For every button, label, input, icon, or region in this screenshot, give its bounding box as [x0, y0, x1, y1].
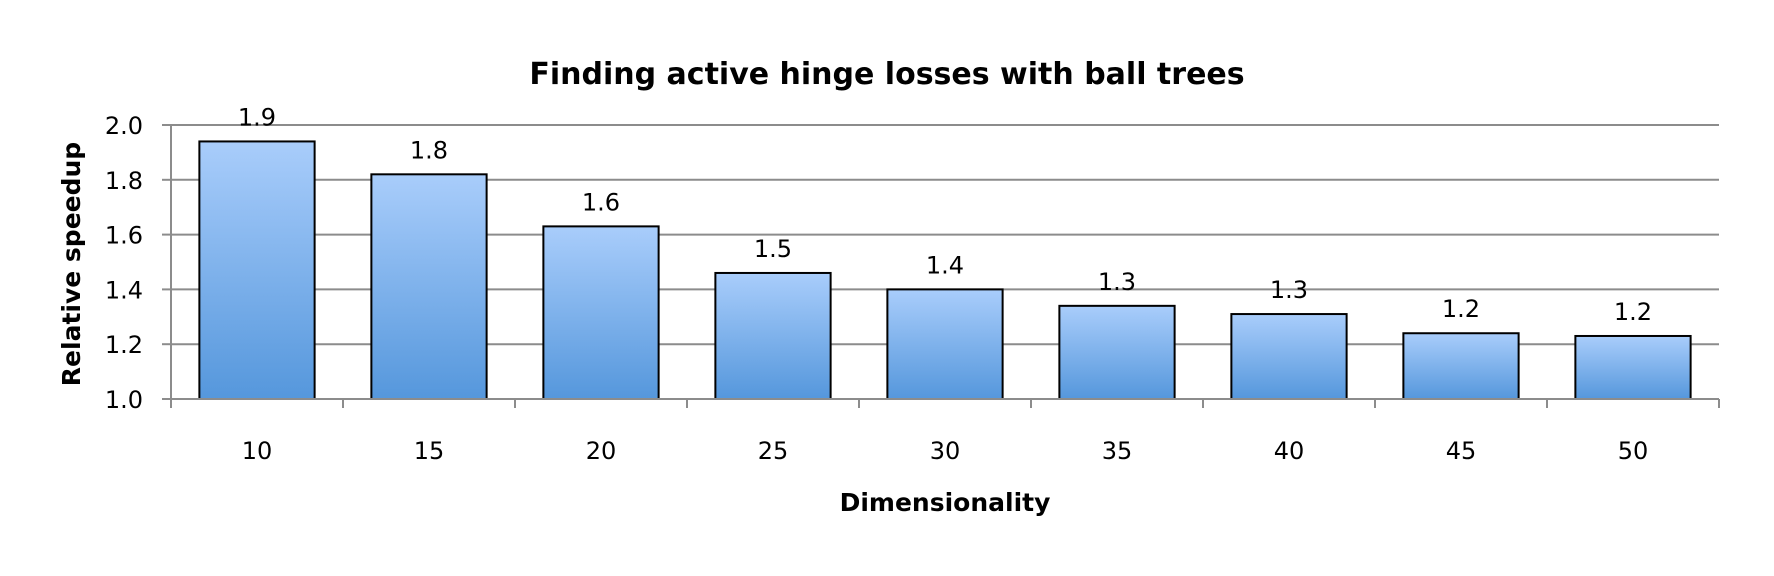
y-axis-title: Relative speedup — [57, 142, 86, 386]
x-tick-label: 40 — [1274, 437, 1305, 465]
bar — [886, 288, 1004, 400]
data-labels: 1.9 1.8 1.6 1.5 1.4 1.3 1.3 1.2 1.2 — [238, 103, 1652, 326]
x-tick-label: 10 — [242, 437, 273, 465]
bar-data-label: 1.8 — [410, 136, 448, 164]
bar-data-label: 1.3 — [1270, 276, 1308, 304]
bar-data-label: 1.9 — [238, 103, 276, 131]
x-tick-label: 20 — [586, 437, 617, 465]
x-tick-label: 50 — [1618, 437, 1649, 465]
chart-title: Finding active hinge losses with ball tr… — [529, 57, 1244, 92]
y-tick-label: 1.6 — [105, 222, 143, 250]
y-axis-ticks: 1.0 1.2 1.4 1.6 1.8 2.0 — [105, 112, 172, 414]
bars — [198, 140, 1692, 401]
y-tick-label: 1.0 — [105, 386, 143, 414]
bar-data-label: 1.2 — [1614, 298, 1652, 326]
y-tick-label: 1.8 — [105, 167, 143, 195]
bar — [1574, 334, 1692, 401]
bar — [1058, 304, 1176, 400]
x-tick-label: 15 — [414, 437, 445, 465]
bar — [542, 225, 660, 400]
bar — [198, 140, 316, 400]
bar-data-label: 1.4 — [926, 251, 964, 279]
y-tick-label: 1.2 — [105, 331, 143, 359]
bar-data-label: 1.3 — [1098, 268, 1136, 296]
x-tick-label: 25 — [758, 437, 789, 465]
bar — [1230, 313, 1348, 400]
bar — [1402, 332, 1520, 400]
x-axis-title: Dimensionality — [840, 488, 1051, 517]
y-tick-label: 1.4 — [105, 276, 143, 304]
x-tick-label: 45 — [1446, 437, 1477, 465]
bar-data-label: 1.2 — [1442, 295, 1480, 323]
y-tick-label: 2.0 — [105, 112, 143, 140]
bar — [714, 271, 832, 400]
bar — [370, 173, 488, 400]
bar-data-label: 1.6 — [582, 188, 620, 216]
x-tick-label: 30 — [930, 437, 961, 465]
x-axis: 10 15 20 25 30 35 40 45 50 — [170, 398, 1720, 465]
x-tick-label: 35 — [1102, 437, 1133, 465]
bar-data-label: 1.5 — [754, 235, 792, 263]
